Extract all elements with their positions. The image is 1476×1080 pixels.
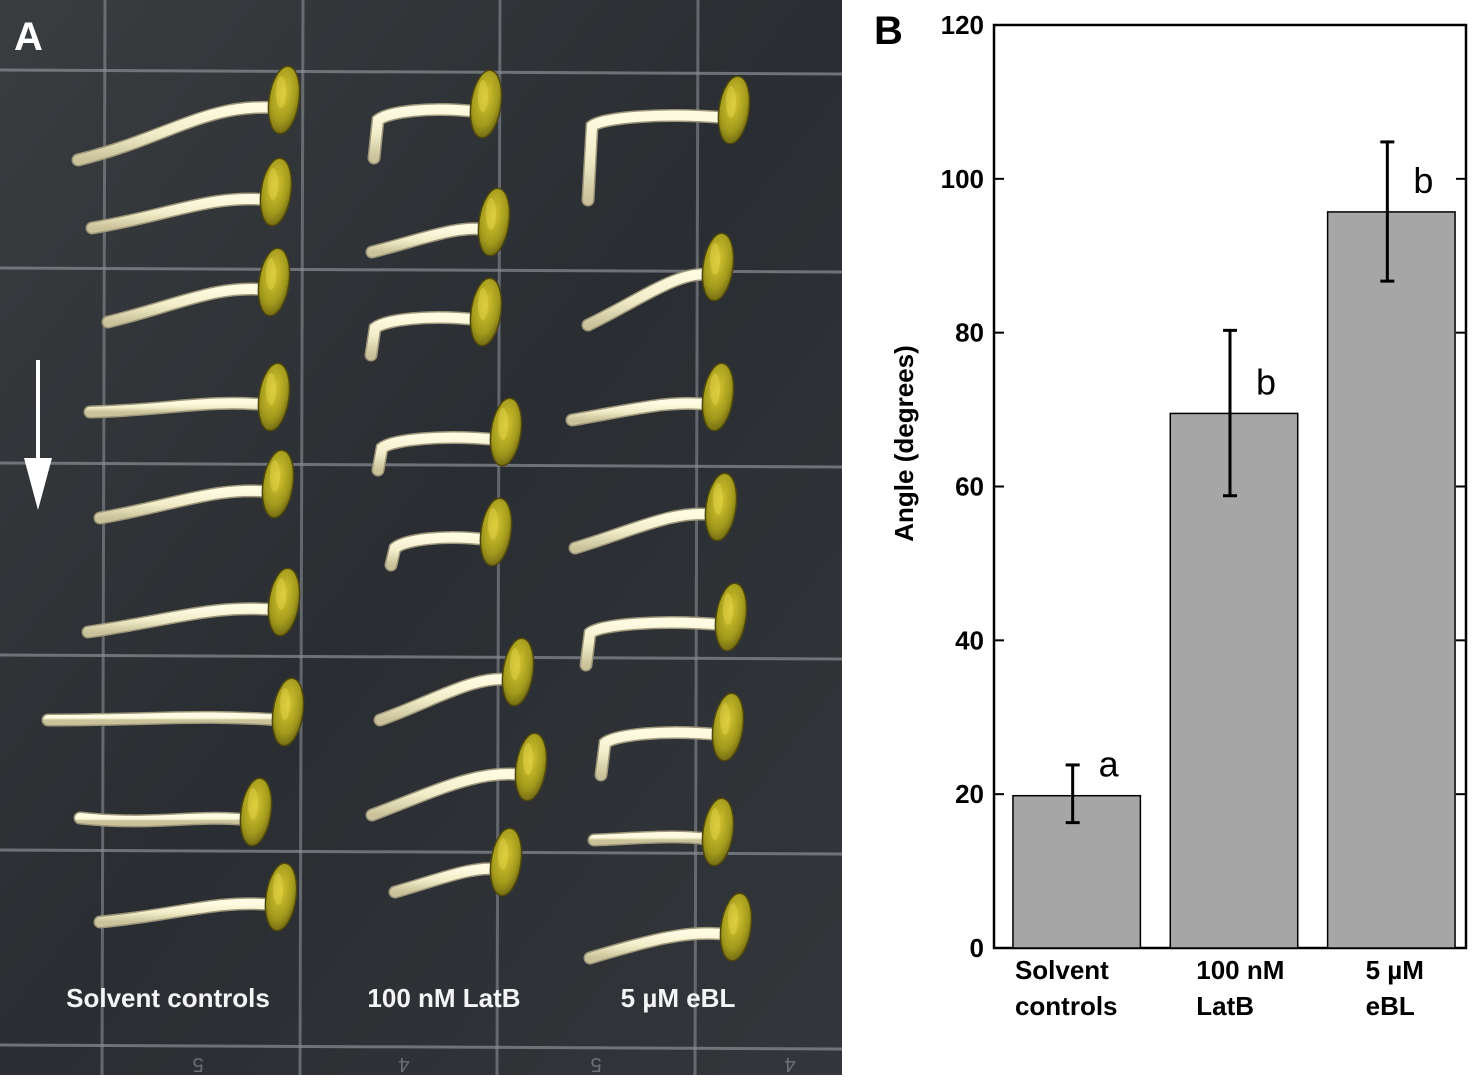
seedling (365, 732, 548, 822)
angle-bar-chart: B 0 20 40 60 80 100 120 Angle (degrees) a Solvent… (874, 9, 1468, 1021)
seedling (364, 277, 503, 362)
grid-line (298, 0, 305, 1076)
column-label-ebl: 5 µM eBL (621, 983, 736, 1013)
column-label-latb: 100 nM LatB (367, 983, 520, 1013)
seedling (365, 187, 511, 259)
y-tick-label: 60 (955, 472, 984, 502)
grid-line (100, 0, 107, 1076)
grid-lines (0, 0, 843, 1076)
seedling (384, 497, 513, 572)
seedling (583, 892, 753, 965)
y-tick-label: 80 (955, 318, 984, 348)
y-axis-label: Angle (degrees) (889, 345, 919, 542)
seedling-photo: A Solvent controls 100 nM LatB 5 µM eBL … (0, 0, 843, 1076)
seedling (594, 692, 745, 782)
bar (1012, 794, 1142, 949)
seedling (367, 69, 503, 165)
seedling (71, 65, 301, 167)
seedling (388, 827, 523, 899)
bar (1169, 412, 1299, 949)
x-category-label: controls (1015, 991, 1118, 1021)
chart-panel: B 0 20 40 60 80 100 120 Angle (degrees) a Solvent… (842, 0, 1476, 1075)
column-label-solvent: Solvent controls (66, 983, 270, 1013)
x-category-label: LatB (1196, 991, 1254, 1021)
y-tick-label: 0 (970, 933, 984, 963)
seedling (579, 582, 748, 672)
y-tick-label: 40 (955, 625, 984, 655)
grid-mark: 5 (590, 1053, 601, 1075)
seedling (565, 362, 735, 432)
panel-b-label: B (874, 9, 903, 53)
seedling (101, 247, 291, 329)
significance-letter: b (1256, 361, 1276, 402)
significance-letter: b (1413, 160, 1433, 201)
grid-mark: 4 (784, 1053, 795, 1075)
y-tick-label: 100 (941, 164, 984, 194)
seedling (373, 637, 535, 727)
seedling (371, 397, 523, 477)
x-category-label: Solvent (1015, 955, 1109, 985)
x-category-label: 100 nM (1196, 955, 1284, 985)
seedling (73, 777, 273, 847)
grid-mark: 5 (192, 1053, 203, 1075)
panel-a-label: A (14, 15, 43, 59)
photo-panel: A Solvent controls 100 nM LatB 5 µM eBL … (0, 0, 843, 1076)
seedling (568, 472, 738, 555)
y-tick-label: 120 (941, 10, 984, 40)
grid-line (0, 68, 843, 76)
grid-mark: 4 (398, 1053, 409, 1075)
seedling (81, 567, 301, 639)
seedling (581, 232, 735, 332)
seedling (83, 362, 291, 432)
grid-line (0, 1043, 843, 1051)
grid-line (0, 848, 843, 856)
gravity-arrow (24, 360, 52, 510)
grid-line (693, 0, 700, 1076)
seedling (587, 797, 735, 867)
seedlings (41, 65, 753, 965)
bar (1326, 211, 1456, 949)
seedling (581, 75, 751, 207)
seedling (93, 449, 295, 525)
y-tick-label: 20 (955, 779, 984, 809)
seedling (93, 862, 298, 932)
seedling (41, 677, 305, 747)
x-category-label: eBL (1366, 991, 1415, 1021)
seedling (85, 157, 293, 235)
grid-line (0, 461, 843, 469)
grid-line (0, 653, 843, 661)
x-category-label: 5 µM (1366, 955, 1424, 985)
significance-letter: a (1099, 744, 1120, 785)
